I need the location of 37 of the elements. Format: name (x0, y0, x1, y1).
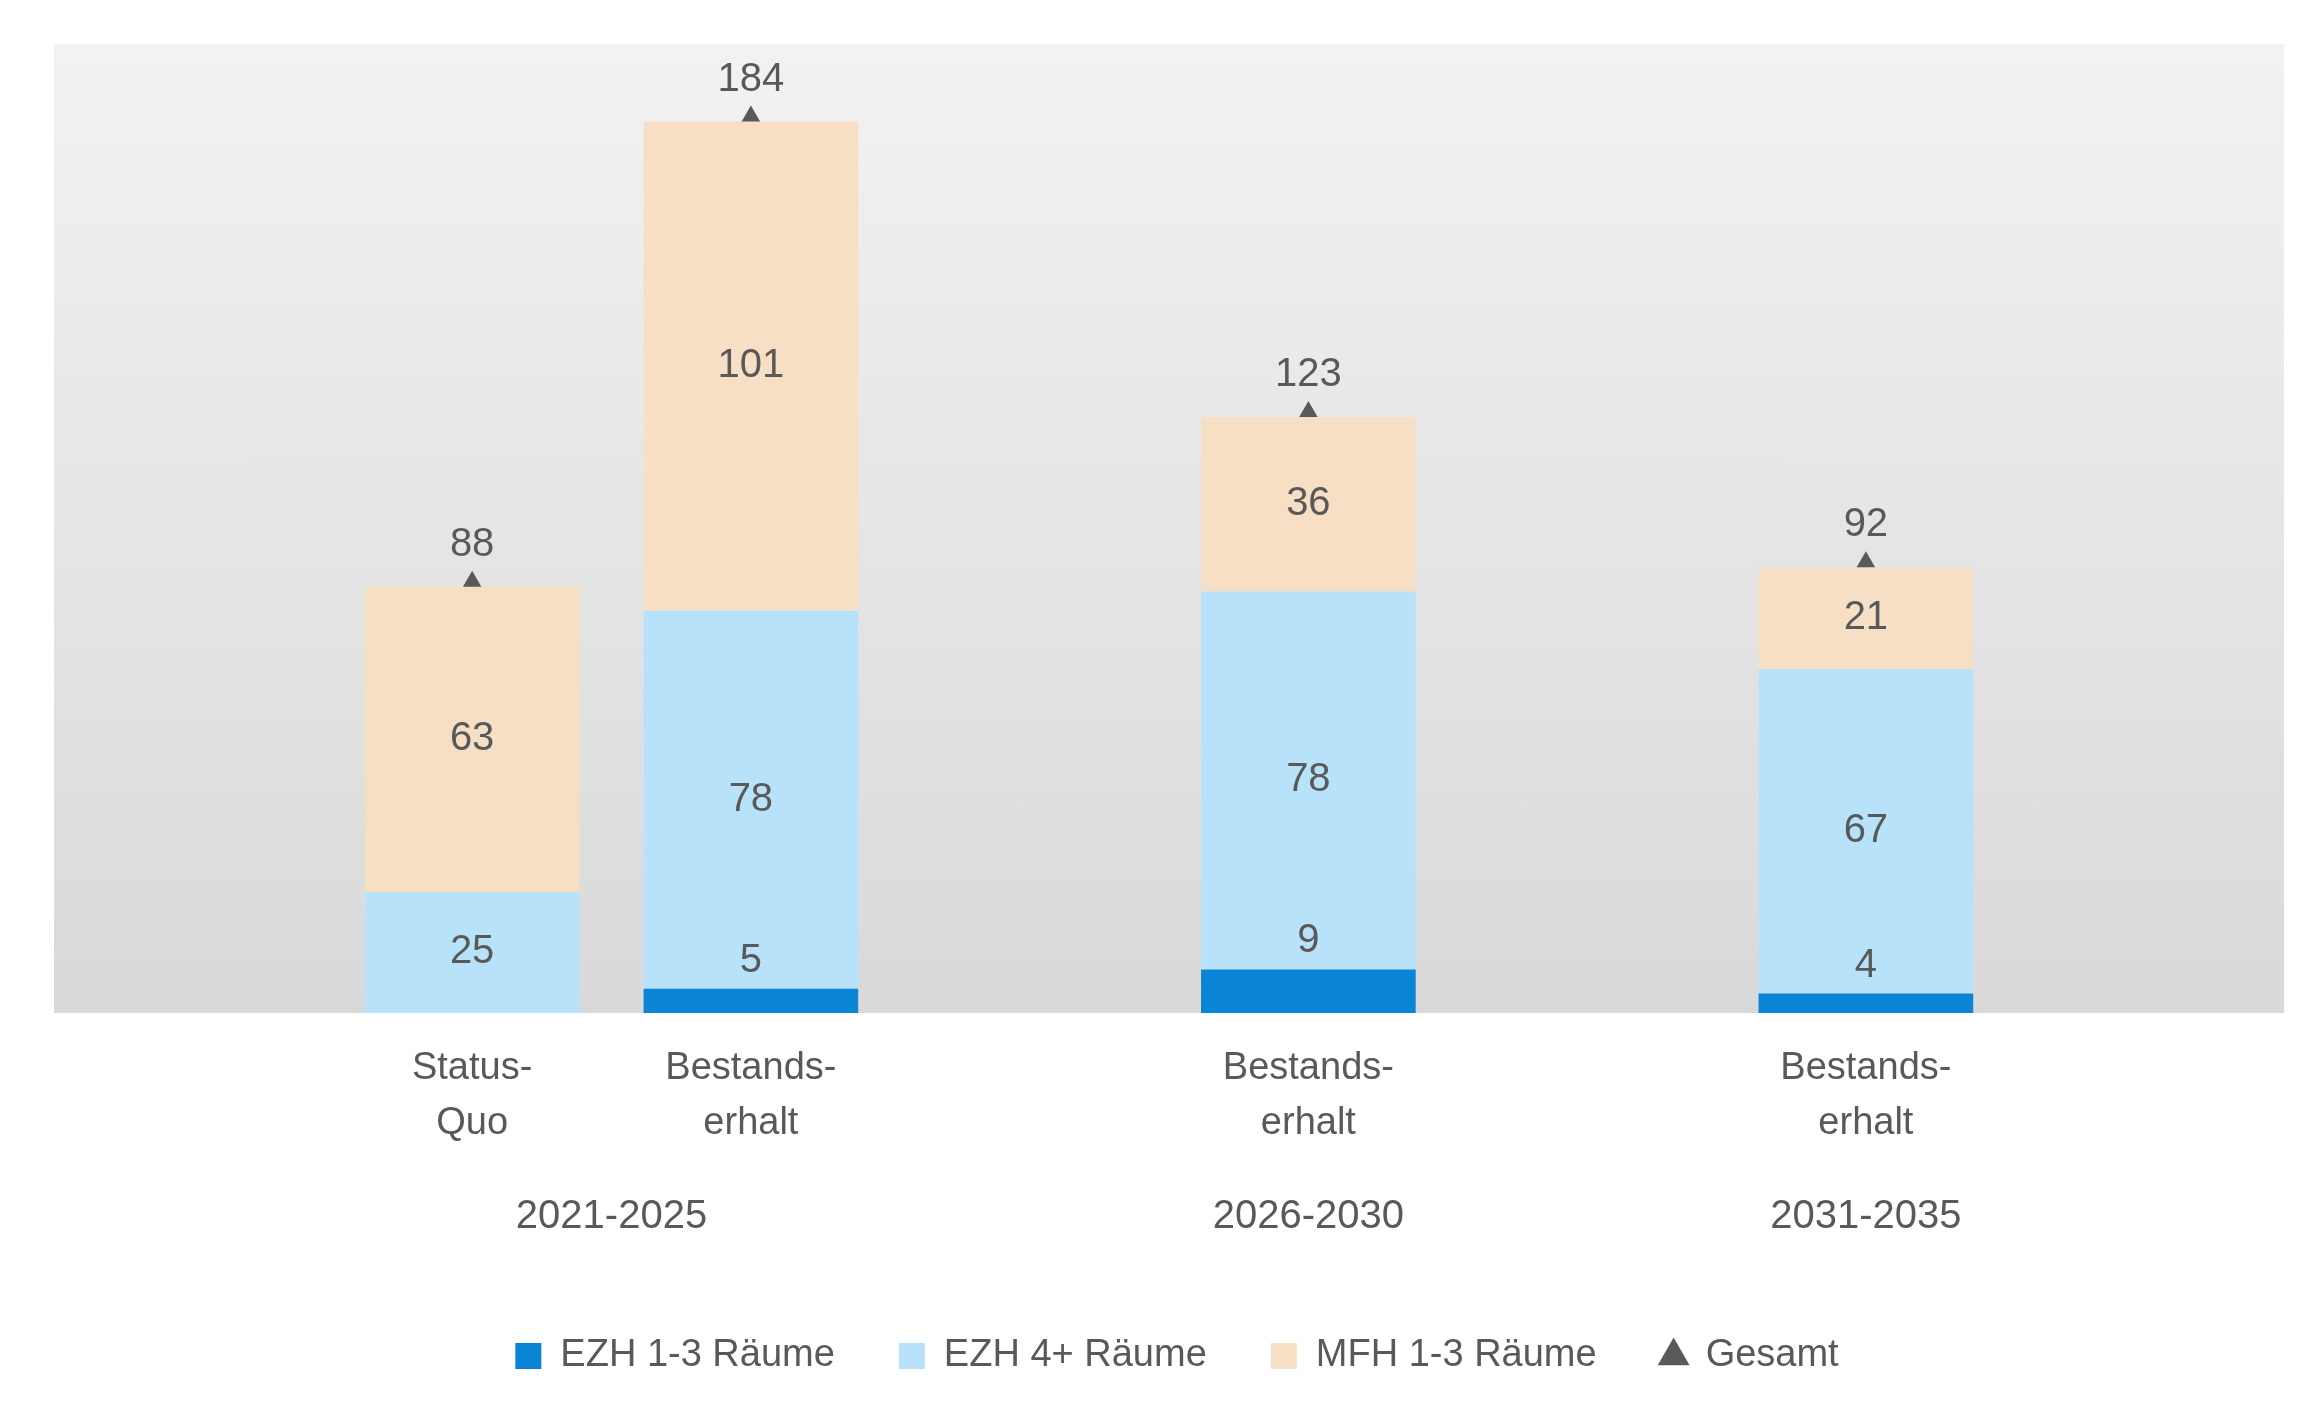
bar (364, 891, 580, 1013)
data-label: 63 (449, 714, 495, 759)
bar (1201, 591, 1416, 970)
legend-label: EZH 4+ Räume (943, 1332, 1207, 1375)
bar (1758, 669, 1974, 994)
x-tick-label: Bestands-erhalt (1222, 1045, 1394, 1143)
data-label: 92 (1843, 500, 1889, 545)
bar (1201, 969, 1416, 1013)
bar (643, 121, 859, 611)
data-label: 21 (1843, 593, 1889, 638)
bar (1758, 993, 1974, 1013)
data-label: 88 (449, 519, 495, 564)
data-label: 67 (1843, 806, 1889, 851)
data-label: 4 (1854, 940, 1877, 985)
bar (643, 610, 859, 989)
data-label: 9 (1297, 916, 1320, 961)
x-tick-label: Bestands-erhalt (665, 1045, 837, 1143)
text: 2026-2030 (1212, 1192, 1405, 1237)
data-label: 78 (728, 774, 774, 819)
data-label: 5 (739, 935, 762, 980)
data-label: 25 (449, 927, 495, 972)
data-label: 184 (717, 54, 785, 99)
x-tick-label: Bestands-erhalt (1780, 1045, 1952, 1143)
data-label: 101 (717, 341, 785, 386)
legend-label: Gesamt (1705, 1332, 1840, 1375)
text: 2021-2025 (515, 1192, 708, 1237)
bar (1758, 567, 1974, 670)
bar (643, 988, 859, 1013)
text: 2031-2035 (1770, 1192, 1962, 1237)
bar (364, 586, 580, 892)
bar (1201, 417, 1416, 592)
x-tick-label: Status-Quo (411, 1045, 533, 1143)
data-label: 36 (1286, 479, 1331, 524)
legend-label: EZH 1-3 Räume (560, 1332, 835, 1375)
legend-label: MFH 1-3 Räume (1315, 1332, 1597, 1375)
data-label: 123 (1275, 350, 1342, 395)
data-label: 78 (1286, 755, 1331, 800)
